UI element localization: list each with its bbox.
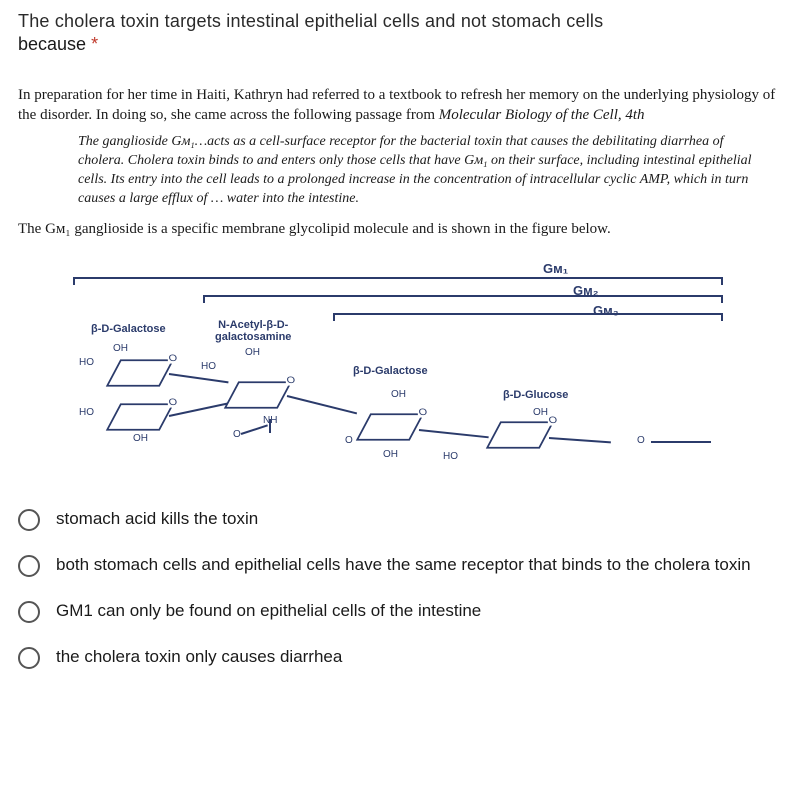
atom-oh3: OH [245,347,260,358]
passage-intro: In preparation for her time in Haiti, Ka… [18,85,782,126]
book-title: Molecular Biology of the Cell, 4th [439,107,645,123]
atom-oh5: OH [383,449,398,460]
label-glucose: β-D-Glucose [503,389,568,401]
atom-ho-an: HO [443,451,458,462]
label-gal-top: β-D-Galactose [91,323,166,335]
option-3[interactable]: GM1 can only be found on epithelial cell… [18,599,782,623]
ring-gal-top: O [106,359,174,386]
option-4-text: the cholera toxin only causes diarrhea [56,645,782,669]
option-4[interactable]: the cholera toxin only causes diarrhea [18,645,782,669]
radio-icon[interactable] [18,555,40,577]
ganglioside-figure: Gᴍ₁ Gᴍ₂ Gᴍ₃ β-D-Galactose N-Acetyl-β-D- … [73,261,733,481]
label-gal-mid: β-D-Galactose [353,365,428,377]
bracket-gm1 [73,277,723,285]
atom-oh6: OH [533,407,548,418]
bond-5 [549,437,611,443]
radio-icon[interactable] [18,647,40,669]
ring-gal-bot: O [106,403,174,430]
atom-ho3: HO [201,361,216,372]
options-list: stomach acid kills the toxin both stomac… [18,507,782,669]
option-1-text: stomach acid kills the toxin [56,507,782,531]
intro-text: In preparation for her time in Haiti, Ka… [18,87,775,123]
ring-glucose: O [486,421,554,448]
ring-gal-mid: O [356,413,424,440]
atom-oh2: OH [133,433,148,444]
option-1[interactable]: stomach acid kills the toxin [18,507,782,531]
option-2[interactable]: both stomach cells and epithelial cells … [18,553,782,577]
bond-1 [169,373,229,383]
stem-line1: The cholera toxin targets intestinal epi… [18,11,603,31]
page-container: The cholera toxin targets intestinal epi… [0,0,800,800]
required-marker: * [91,34,98,54]
passage-quote: The ganglioside Gᴍ₁…acts as a cell-surfa… [78,133,770,209]
option-2-text: both stomach cells and epithelial cells … [56,553,782,577]
stem-line2: because [18,34,86,54]
ring-nacgal: O [224,381,292,408]
question-stem: The cholera toxin targets intestinal epi… [18,10,782,57]
label-gm1: Gᴍ₁ [543,261,568,276]
bond-4 [419,429,489,438]
atom-oh1: OH [113,343,128,354]
option-3-text: GM1 can only be found on epithelial cell… [56,599,782,623]
label-nacgal: N-Acetyl-β-D- galactosamine [215,319,291,343]
atom-odbl: O [233,429,241,440]
passage-after: The Gᴍ₁ ganglioside is a specific membra… [18,219,782,239]
radio-icon[interactable] [18,601,40,623]
ceramide-tail [651,441,711,443]
radio-icon[interactable] [18,509,40,531]
bond-3 [287,395,357,414]
bracket-gm2 [203,295,723,303]
atom-ho2: HO [79,407,94,418]
bond-acetyl [241,424,268,435]
atom-oh4: OH [391,389,406,400]
atom-ho1: HO [79,357,94,368]
bracket-gm3 [333,313,723,321]
atom-o-an: O [345,435,353,446]
bond-nh-down [269,419,271,433]
